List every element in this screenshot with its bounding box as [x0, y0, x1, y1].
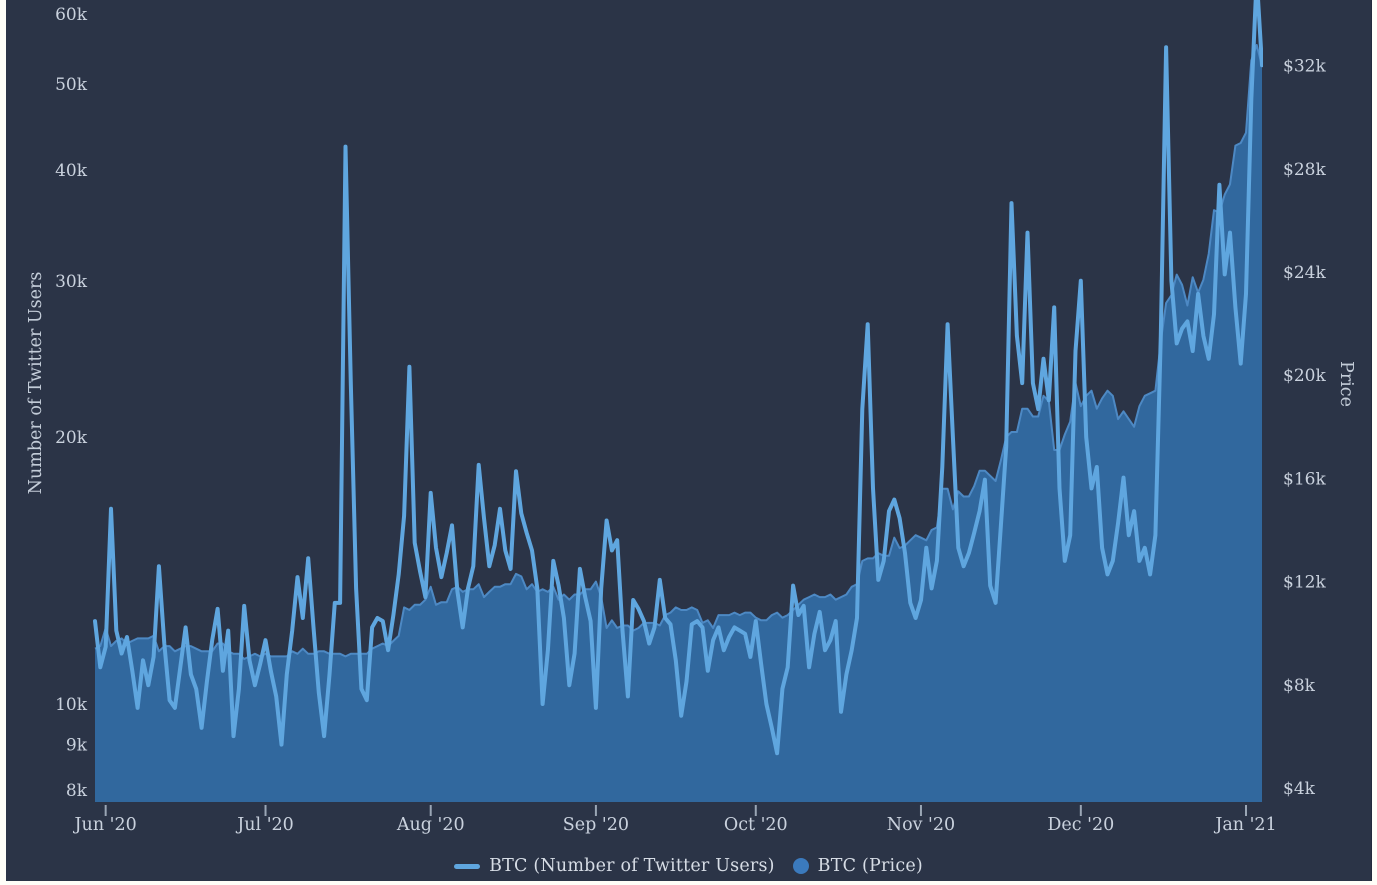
y-right-tick-label: $20k	[1283, 366, 1326, 386]
x-axis: Jun '20 Jul '20 Aug '20 Sep '20 Oct '20 Nov '…	[73, 805, 1277, 835]
legend-item-twitter-users[interactable]: BTC (Number of Twitter Users)	[454, 856, 775, 876]
legend-label-price: BTC (Price)	[817, 856, 923, 876]
y-left-tick-label: 50k	[55, 75, 88, 95]
x-axis-tick-label: Aug '20	[396, 815, 465, 835]
area-series-swatch-icon	[792, 858, 809, 874]
legend-label-twitter-users: BTC (Number of Twitter Users)	[489, 856, 775, 876]
y-left-tick-label: 40k	[55, 161, 88, 181]
y-left-tick-label: 9k	[66, 736, 88, 756]
btc-price-area-series[interactable]	[95, 45, 1262, 802]
y-left-tick-label: 8k	[66, 781, 88, 801]
x-axis-tick-label: Nov '20	[887, 815, 955, 835]
y-right-tick-label: $4k	[1283, 779, 1316, 799]
x-axis-tick-label: Jun '20	[73, 815, 137, 835]
y-left-tick-label: 20k	[55, 428, 88, 448]
y-right-tick-label: $32k	[1283, 57, 1326, 77]
y-axis-left: 8k 9k 10k 20k 30k 40k 50k 60k	[55, 5, 88, 801]
y-right-tick-label: $12k	[1283, 573, 1326, 593]
legend-item-price[interactable]: BTC (Price)	[792, 856, 923, 876]
y-left-tick-label: 30k	[55, 272, 88, 292]
x-axis-tick-label: Oct '20	[724, 815, 788, 835]
line-series-swatch-icon	[454, 863, 481, 869]
right-axis-title: Price	[1336, 361, 1356, 407]
x-axis-tick-label: Jul '20	[235, 815, 294, 835]
y-left-tick-label: 10k	[55, 695, 88, 715]
y-axis-right: $4k $8k $12k $16k $20k $24k $28k $32k	[1283, 57, 1326, 799]
y-right-tick-label: $16k	[1283, 469, 1326, 489]
y-right-tick-label: $28k	[1283, 160, 1326, 180]
x-axis-tick-label: Dec '20	[1047, 815, 1114, 835]
y-left-tick-label: 60k	[55, 5, 88, 25]
y-right-tick-label: $8k	[1283, 676, 1316, 696]
btc-twitter-users-line-series[interactable]	[93, 0, 1263, 756]
left-axis-title: Number of Twitter Users	[26, 272, 46, 495]
x-axis-tick-label: Jan '21	[1213, 815, 1276, 835]
legend: BTC (Number of Twitter Users) BTC (Price…	[6, 856, 1371, 876]
x-axis-tick-label: Sep '20	[563, 815, 629, 835]
y-right-tick-label: $24k	[1283, 263, 1326, 283]
